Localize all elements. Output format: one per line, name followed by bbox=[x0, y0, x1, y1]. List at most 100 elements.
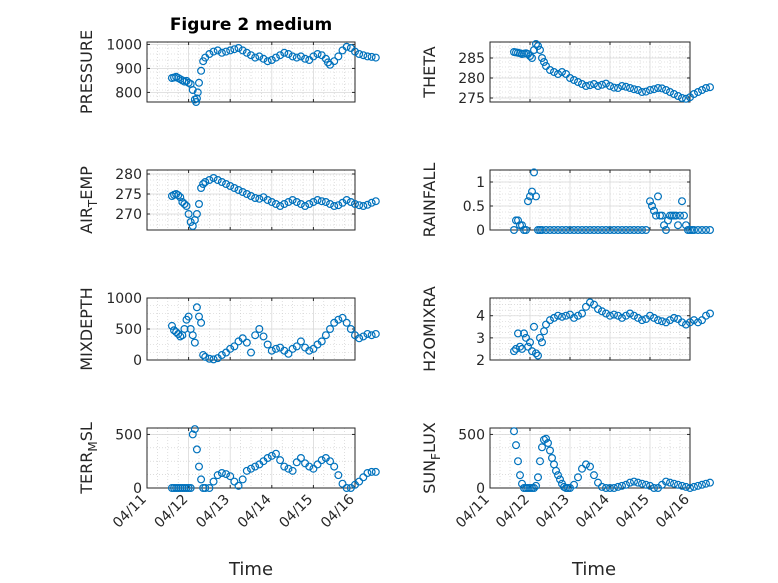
data-point bbox=[645, 197, 654, 206]
data-point bbox=[545, 226, 554, 235]
data-point bbox=[641, 480, 650, 489]
subplot-6: 2 3 4 H2OMIXRA bbox=[420, 286, 714, 372]
data-point bbox=[565, 226, 574, 235]
data-point bbox=[197, 475, 206, 484]
data-point bbox=[573, 77, 582, 86]
data-point bbox=[359, 51, 368, 60]
data-point bbox=[569, 480, 578, 489]
data-point bbox=[167, 321, 176, 330]
data-point bbox=[205, 354, 214, 363]
y-tick-label: 270 bbox=[115, 207, 142, 223]
data-point bbox=[597, 307, 606, 316]
axes-box bbox=[489, 41, 691, 103]
data-point bbox=[313, 196, 322, 205]
data-point bbox=[367, 198, 376, 207]
data-point bbox=[697, 316, 706, 325]
data-point bbox=[313, 49, 322, 58]
data-point bbox=[230, 342, 239, 351]
data-point bbox=[199, 180, 208, 189]
data-point bbox=[238, 475, 247, 484]
data-point bbox=[292, 53, 301, 62]
y-tick-label: 1 bbox=[476, 175, 485, 191]
data-point bbox=[661, 85, 670, 94]
data-point bbox=[693, 87, 702, 96]
data-point bbox=[317, 197, 326, 206]
data-point bbox=[521, 333, 530, 342]
data-point bbox=[334, 315, 343, 324]
data-point bbox=[174, 191, 183, 200]
data-point bbox=[230, 477, 239, 486]
data-point bbox=[371, 53, 380, 62]
data-point bbox=[657, 317, 666, 326]
data-point bbox=[317, 456, 326, 465]
data-point bbox=[577, 226, 586, 235]
data-point bbox=[209, 477, 218, 486]
data-point bbox=[585, 298, 594, 307]
data-point bbox=[675, 211, 684, 220]
data-point bbox=[581, 302, 590, 311]
data-point bbox=[209, 355, 218, 364]
data-point bbox=[537, 338, 546, 347]
data-point bbox=[259, 332, 268, 341]
data-point bbox=[577, 464, 586, 473]
subplot-8: 0 500 04/11 04/12 04/13 04/14 04/15 04/16 SUNFLU… bbox=[420, 422, 714, 531]
data-point bbox=[633, 313, 642, 322]
data-point bbox=[190, 338, 199, 347]
data-point bbox=[226, 182, 235, 191]
data-point bbox=[637, 479, 646, 488]
data-point bbox=[621, 311, 630, 320]
data-point bbox=[197, 66, 206, 75]
data-point bbox=[342, 318, 351, 327]
data-point bbox=[625, 83, 634, 92]
data-point bbox=[537, 226, 546, 235]
y-tick-label: 500 bbox=[458, 427, 485, 443]
data-point bbox=[513, 329, 522, 338]
data-point bbox=[553, 311, 562, 320]
data-point bbox=[529, 322, 538, 331]
y-tick-label: 0 bbox=[476, 481, 485, 497]
data-point bbox=[267, 346, 276, 355]
y-tick-label: 4 bbox=[476, 309, 485, 325]
y-tick-label: 0 bbox=[133, 353, 142, 369]
data-point bbox=[533, 351, 542, 360]
data-point bbox=[292, 198, 301, 207]
data-point bbox=[305, 462, 314, 471]
data-point bbox=[355, 334, 364, 343]
data-point bbox=[671, 211, 680, 220]
data-point bbox=[271, 449, 280, 458]
data-point bbox=[705, 226, 714, 235]
y-tick-label: 1000 bbox=[106, 291, 142, 307]
data-point bbox=[541, 434, 550, 443]
data-point bbox=[605, 311, 614, 320]
data-point bbox=[288, 466, 297, 475]
data-point bbox=[188, 430, 197, 439]
data-point bbox=[593, 226, 602, 235]
data-point bbox=[190, 425, 199, 434]
data-point bbox=[535, 45, 544, 54]
y-axis-label: SUNFLUX bbox=[420, 422, 443, 494]
data-point bbox=[589, 300, 598, 309]
y-axis-label: TERRMSL bbox=[77, 422, 100, 495]
data-point bbox=[653, 316, 662, 325]
data-point bbox=[296, 200, 305, 209]
data-point bbox=[673, 91, 682, 100]
data-point bbox=[367, 467, 376, 476]
data-point bbox=[355, 201, 364, 210]
data-point bbox=[334, 52, 343, 61]
data-point bbox=[569, 313, 578, 322]
data-point bbox=[573, 226, 582, 235]
data-point bbox=[705, 83, 714, 92]
axes-box bbox=[489, 427, 691, 489]
data-point bbox=[371, 197, 380, 206]
data-point bbox=[351, 200, 360, 209]
data-point bbox=[199, 351, 208, 360]
data-point bbox=[649, 85, 658, 94]
data-point bbox=[180, 200, 189, 209]
data-point bbox=[545, 316, 554, 325]
data-point bbox=[577, 309, 586, 318]
data-point bbox=[605, 226, 614, 235]
data-point bbox=[247, 192, 256, 201]
data-point bbox=[317, 337, 326, 346]
data-point bbox=[633, 226, 642, 235]
